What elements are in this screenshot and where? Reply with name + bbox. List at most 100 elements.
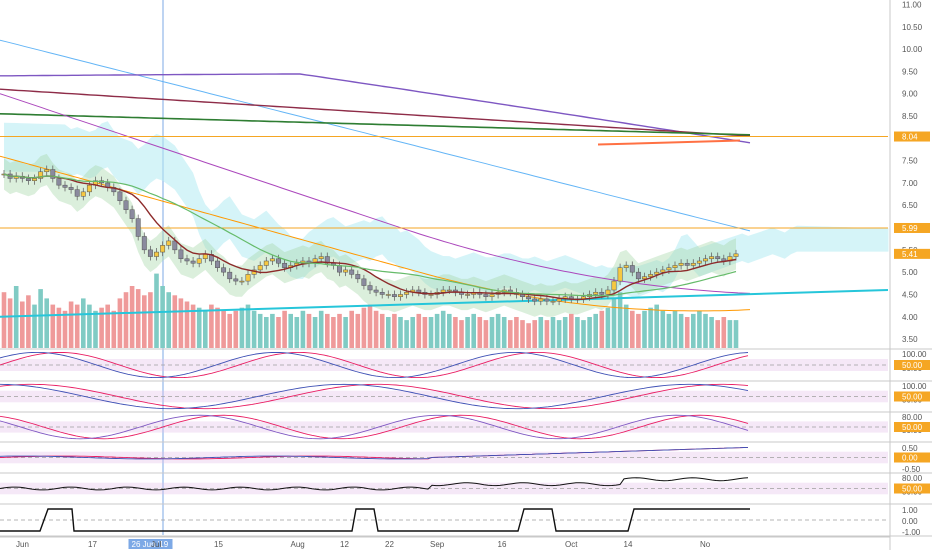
- volume-bar: [709, 317, 714, 348]
- candle-body: [440, 289, 446, 293]
- indicator-line: [0, 383, 749, 410]
- volume-bar: [495, 313, 501, 348]
- price-tick-label: 10.00: [902, 45, 923, 54]
- volume-bar: [257, 313, 263, 348]
- candle-body: [202, 254, 208, 260]
- volume-bar: [50, 304, 56, 348]
- volume-bar: [349, 310, 354, 348]
- price-tick-label: 3.50: [902, 335, 918, 344]
- volume-bar: [538, 317, 544, 348]
- volume-bar: [142, 295, 147, 348]
- volume-bar: [99, 307, 104, 348]
- volume-bar: [300, 310, 306, 348]
- price-axis: 100.0050.0050.00100.0050.0050.0080.0050.…: [889, 0, 930, 550]
- candle-body: [617, 267, 623, 282]
- volume-bar: [276, 317, 281, 348]
- candle-body: [74, 189, 80, 197]
- price-value-label: 8.04: [902, 133, 918, 142]
- candle-body: [733, 253, 739, 257]
- volume-bar: [654, 304, 659, 348]
- indicator-line: [0, 351, 749, 379]
- volume-bar: [1, 292, 7, 348]
- volume-bar: [398, 317, 403, 348]
- time-tick-label: 14: [624, 540, 633, 549]
- volume-bar: [489, 317, 495, 348]
- candle-body: [696, 260, 702, 264]
- volume-bar: [318, 310, 324, 348]
- candle-body: [532, 298, 538, 302]
- volume-bar: [105, 304, 110, 348]
- volume-bar: [575, 317, 580, 348]
- volume-bar: [526, 323, 531, 348]
- time-tick-label: 17: [88, 540, 97, 549]
- candle-body: [172, 240, 178, 251]
- volume-bar: [294, 317, 300, 348]
- volume-bar: [666, 313, 672, 348]
- candle-body: [416, 289, 422, 293]
- volume-bar: [172, 295, 178, 348]
- candle-body: [38, 171, 44, 179]
- candle-body: [166, 240, 172, 246]
- candle-body: [483, 294, 489, 297]
- indicator-tick-label: 0.50: [902, 444, 918, 453]
- volume-bar: [733, 320, 739, 348]
- volume-bar: [209, 304, 214, 348]
- candle-body: [355, 274, 361, 280]
- volume-bar: [617, 292, 623, 348]
- volume-bar: [343, 317, 348, 348]
- candle-body: [184, 258, 190, 262]
- candle-body: [489, 294, 495, 297]
- ma-violet: [0, 93, 751, 294]
- candle-body: [690, 262, 696, 266]
- price-tick-label: 10.50: [902, 23, 923, 32]
- candle-body: [32, 178, 37, 181]
- volume-bar: [26, 295, 31, 348]
- volume-bar: [404, 320, 409, 348]
- candle-body: [623, 265, 629, 268]
- indicator-tick-label: 100.00: [902, 350, 927, 359]
- indicator-panels: [0, 348, 932, 537]
- candle-body: [233, 278, 239, 282]
- indicator-value-label: 50.00: [902, 393, 923, 402]
- candle-body: [111, 187, 117, 193]
- candle-body: [135, 218, 141, 237]
- price-tick-label: 4.50: [902, 290, 918, 299]
- conversion-line: [3, 173, 737, 301]
- candle-body: [361, 278, 367, 286]
- candle-body: [215, 260, 220, 268]
- volume-bar: [373, 310, 379, 348]
- candle-body: [666, 267, 672, 271]
- ma-maroon: [0, 88, 751, 137]
- volume-bar: [166, 292, 171, 348]
- volume-bar: [306, 313, 312, 348]
- candle-body: [56, 178, 62, 186]
- time-tick-label: 26 Jun '19: [132, 540, 169, 549]
- indicator-value-label: 50.00: [902, 423, 923, 432]
- price-panel: [0, 0, 889, 535]
- volume-bar: [184, 301, 190, 348]
- volume-bar: [117, 298, 123, 348]
- indicator-value-label: 50.00: [902, 485, 923, 494]
- indicator-value-label: 50.00: [902, 361, 923, 370]
- volume-bar: [587, 317, 592, 348]
- indicator-value-badge: [894, 360, 930, 370]
- candle-body: [520, 294, 525, 297]
- candle-body: [349, 269, 355, 275]
- candle-body: [282, 262, 288, 268]
- volume-bar: [154, 273, 159, 348]
- indicator-tick-label: -1.00: [902, 528, 921, 537]
- price-value-badge: [894, 222, 930, 233]
- volume-bar: [611, 298, 617, 348]
- volume-bar: [660, 310, 666, 348]
- volume-bar: [440, 310, 446, 348]
- volume-bar: [471, 313, 476, 348]
- volume-bar: [727, 320, 733, 348]
- indicator-value-label: 0.00: [902, 454, 918, 463]
- volume-bar: [74, 304, 80, 348]
- time-cursor-badge: [128, 539, 173, 549]
- volume-bar: [593, 313, 598, 348]
- volume-bar: [123, 292, 129, 348]
- indicator-line: [0, 383, 749, 410]
- volume-bar: [715, 320, 720, 348]
- volume-bar: [599, 310, 605, 348]
